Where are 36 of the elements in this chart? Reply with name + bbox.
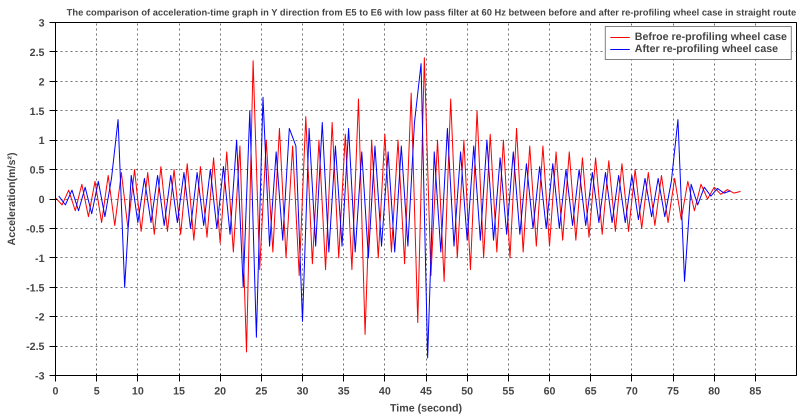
x-tick-label: 85	[749, 386, 762, 398]
x-tick-label: 0	[52, 386, 59, 398]
y-tick-label: 2.5	[30, 46, 45, 59]
x-tick-label: 35	[338, 386, 350, 398]
y-axis-title: Acceleration(m/s²)	[6, 152, 18, 246]
x-tick-label: 75	[667, 386, 679, 398]
y-tick-label: 3	[38, 18, 45, 30]
x-tick-label: 45	[420, 386, 432, 398]
y-tick-label: 0	[38, 194, 45, 206]
y-tick-label: -1	[35, 252, 45, 265]
y-tick-label: -2	[35, 312, 45, 324]
legend-label: After re-profiling wheel case	[634, 43, 778, 55]
y-tick-label: 0.5	[30, 164, 45, 177]
x-axis-title: Time (second)	[390, 402, 462, 414]
x-tick-label: 70	[626, 386, 638, 398]
y-tick-label: 1	[38, 135, 45, 148]
chart-title: The comparison of acceleration-time graph in Y direction from E5 to E6 with low pass filter at 60 Hz between before and after re-profiling wheel case in straight route	[66, 8, 796, 18]
x-tick-label: 65	[584, 386, 597, 398]
x-tick-label: 50	[461, 386, 474, 398]
y-tick-label: -2.5	[26, 341, 45, 354]
x-tick-label: 80	[708, 386, 720, 398]
x-tick-label: 55	[502, 386, 514, 398]
legend-label: Befroe re-profiling wheel case	[634, 31, 787, 43]
x-tick-label: 30	[296, 386, 308, 398]
x-tick-label: 60	[544, 386, 556, 398]
y-tick-label: -3	[35, 370, 45, 382]
y-tick-label: 2	[38, 76, 45, 88]
x-tick-label: 15	[173, 386, 185, 398]
x-tick-label: 25	[255, 386, 268, 398]
y-tick-label: -1.5	[26, 282, 45, 294]
x-tick-label: 40	[378, 386, 391, 398]
x-tick-label: 10	[132, 386, 144, 398]
y-tick-label: 1.5	[30, 106, 45, 118]
y-tick-label: -0.5	[26, 223, 45, 236]
x-tick-label: 20	[214, 386, 226, 398]
x-tick-label: 5	[94, 386, 100, 398]
